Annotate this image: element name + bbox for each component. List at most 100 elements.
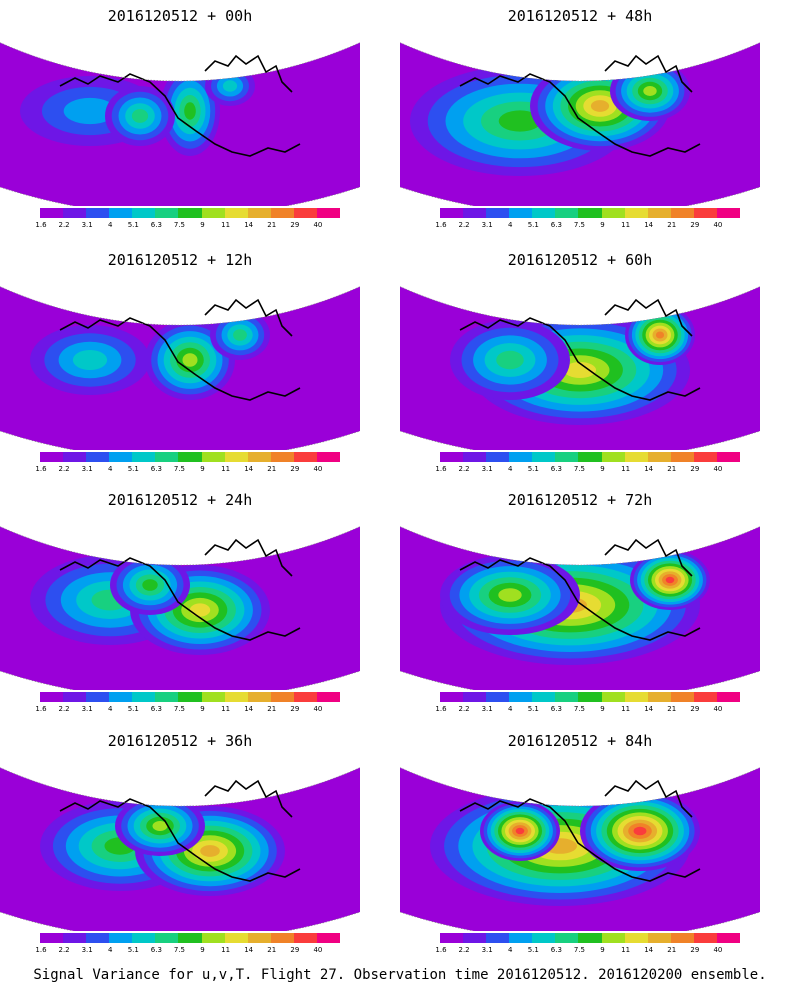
colorbar-label: 1.6: [435, 465, 447, 473]
colorbar-swatch: [509, 208, 533, 218]
colorbar-swatches: [40, 452, 341, 462]
coastline: [604, 54, 693, 93]
colorbar-swatch: [63, 933, 87, 943]
colorbar-swatch: [463, 208, 487, 218]
colorbar-label: 21: [667, 705, 677, 713]
variance-contour: [189, 603, 211, 617]
colorbar-label: 14: [644, 465, 654, 473]
colorbar-swatch: [224, 452, 248, 462]
colorbar-label: 29: [290, 946, 300, 954]
variance-contour: [63, 97, 117, 125]
colorbar-swatch: [647, 452, 671, 462]
colorbar-swatch: [532, 692, 556, 702]
colorbar-swatch: [40, 933, 64, 943]
colorbar-labels: 1.6 2.2 3.1 4 5.1 6.3 7.5 9 11 14 21 29 40: [35, 465, 340, 477]
variance-contour: [643, 86, 657, 96]
colorbar-label: 21: [267, 465, 277, 473]
colorbar-swatch: [647, 933, 671, 943]
panel-48h: 2016120512 + 48h 1.6 2.2 3.1 4 5.1 6.3 7.5 9 11 1…: [400, 6, 760, 246]
variance-map: [0, 513, 360, 690]
colorbar-swatch: [109, 208, 133, 218]
colorbar-swatches: [440, 452, 741, 462]
colorbar-swatch: [532, 452, 556, 462]
colorbar-label: 11: [221, 705, 231, 713]
variance-field: [400, 513, 760, 690]
colorbar-label: 2.2: [58, 465, 70, 473]
colorbar-label: 4: [107, 705, 113, 713]
colorbar-label: 9: [600, 465, 605, 473]
colorbar-swatch: [40, 208, 64, 218]
colorbar-label: 5.1: [527, 705, 539, 713]
colorbar-swatch: [555, 933, 579, 943]
coastline: [459, 557, 701, 641]
colorbar-label: 1.6: [435, 705, 447, 713]
colorbar-label: 6.3: [150, 705, 162, 713]
colorbar-label: 4: [507, 221, 513, 229]
colorbar-label: 7.5: [173, 705, 186, 713]
colorbar-swatch: [647, 208, 671, 218]
colorbar-label: 6.3: [150, 946, 162, 954]
colorbar-swatch: [670, 692, 694, 702]
colorbar-swatch: [509, 692, 533, 702]
colorbar-label: 2.2: [458, 705, 470, 713]
variance-map: [400, 754, 760, 931]
colorbar-label: 6.3: [550, 221, 562, 229]
panel-title: 2016120512 + 60h: [507, 251, 653, 269]
colorbar-swatch: [201, 933, 225, 943]
coastline: [204, 538, 293, 577]
coastline: [604, 779, 693, 818]
colorbar-swatch: [486, 208, 510, 218]
colorbar-label: 6.3: [150, 221, 162, 229]
colorbar-label: 2.2: [58, 221, 70, 229]
coastline: [204, 54, 293, 93]
panel-24h: 2016120512 + 24h 1.6 2.2 3.1 4 5.1 6.3 7.5 9 11 1…: [0, 490, 360, 730]
colorbar-swatch: [270, 208, 294, 218]
variance-contour: [655, 331, 665, 339]
colorbar-swatch: [555, 452, 579, 462]
panel-title: 2016120512 + 24h: [107, 491, 253, 509]
variance-field: [0, 29, 360, 206]
colorbar-swatch: [716, 208, 741, 218]
colorbar-label: 2.2: [58, 705, 70, 713]
colorbar-label: 4: [507, 946, 513, 954]
colorbar-label: 7.5: [173, 465, 186, 473]
colorbar-swatch: [155, 208, 179, 218]
colorbar-labels: 1.6 2.2 3.1 4 5.1 6.3 7.5 9 11 14 21 29 40: [35, 221, 340, 233]
colorbar-label: 9: [200, 705, 205, 713]
colorbar-swatch: [155, 692, 179, 702]
colorbar-labels: 1.6 2.2 3.1 4 5.1 6.3 7.5 9 11 14 21 29 40: [435, 946, 740, 958]
colorbar-swatch: [224, 692, 248, 702]
colorbar-label: 1.6: [35, 465, 47, 473]
colorbar-swatch: [86, 933, 110, 943]
colorbar-label: 5.1: [527, 221, 539, 229]
panel-title: 2016120512 + 12h: [107, 251, 253, 269]
colorbar-labels: 1.6 2.2 3.1 4 5.1 6.3 7.5 9 11 14 21 29 40: [35, 705, 340, 717]
colorbar-label: 1.6: [35, 221, 47, 229]
colorbar-label: 40: [713, 465, 723, 473]
colorbar-swatch: [270, 933, 294, 943]
colorbar-label: 9: [200, 465, 205, 473]
colorbar-swatch: [555, 208, 579, 218]
colorbar-label: 11: [221, 221, 231, 229]
colorbar-label: 2.2: [58, 946, 70, 954]
figure-caption: Signal Variance for u,v,T. Flight 27. Ob…: [33, 967, 767, 983]
colorbar-label: 29: [290, 705, 300, 713]
colorbar-label: 7.5: [573, 465, 586, 473]
colorbar-swatch: [63, 208, 87, 218]
colorbar-label: 1.6: [35, 946, 47, 954]
colorbar-label: 1.6: [435, 946, 447, 954]
colorbar-swatch: [293, 452, 317, 462]
panel-title: 2016120512 + 72h: [507, 491, 653, 509]
colorbar-label: 40: [713, 221, 723, 229]
colorbar-swatch: [247, 692, 271, 702]
panel-60h: 2016120512 + 60h 1.6 2.2 3.1 4 5.1 6.3 7.5 9 11 1…: [400, 250, 760, 490]
variance-contour: [633, 826, 647, 836]
colorbar-swatch: [178, 452, 202, 462]
variance-map: [0, 29, 360, 206]
colorbar-label: 11: [221, 946, 231, 954]
colorbar-swatch: [716, 452, 741, 462]
colorbar-label: 3.1: [81, 221, 93, 229]
colorbar-label: 40: [713, 705, 723, 713]
colorbar-label: 6.3: [550, 946, 562, 954]
colorbar-swatch: [693, 452, 717, 462]
